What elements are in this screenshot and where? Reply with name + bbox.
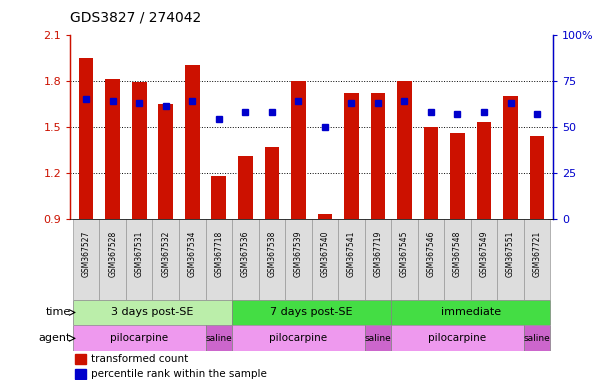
Bar — [524, 325, 551, 351]
Text: saline: saline — [365, 334, 391, 343]
FancyBboxPatch shape — [153, 219, 179, 300]
Text: GSM367548: GSM367548 — [453, 231, 462, 277]
Text: agent: agent — [38, 333, 71, 343]
Bar — [79, 58, 93, 219]
FancyBboxPatch shape — [365, 219, 391, 300]
FancyBboxPatch shape — [418, 219, 444, 300]
Text: GSM367721: GSM367721 — [533, 231, 541, 277]
Text: GSM367546: GSM367546 — [426, 231, 436, 278]
Bar — [106, 79, 120, 219]
Text: GSM367545: GSM367545 — [400, 231, 409, 278]
Text: immediate: immediate — [441, 308, 501, 318]
FancyBboxPatch shape — [179, 219, 205, 300]
Bar — [75, 354, 86, 364]
FancyBboxPatch shape — [205, 219, 232, 300]
Text: GSM367534: GSM367534 — [188, 231, 197, 278]
Text: pilocarpine: pilocarpine — [428, 333, 486, 343]
Text: GSM367718: GSM367718 — [214, 231, 223, 277]
Text: 7 days post-SE: 7 days post-SE — [270, 308, 353, 318]
Text: time: time — [46, 308, 71, 318]
Bar — [391, 300, 551, 325]
Text: GSM367540: GSM367540 — [320, 231, 329, 278]
Bar — [365, 325, 391, 351]
Bar — [73, 300, 232, 325]
FancyBboxPatch shape — [312, 219, 338, 300]
Text: GSM367527: GSM367527 — [82, 231, 90, 277]
Text: GSM367538: GSM367538 — [268, 231, 276, 277]
Bar — [132, 82, 147, 219]
Bar — [391, 325, 524, 351]
Text: GDS3827 / 274042: GDS3827 / 274042 — [70, 11, 202, 25]
Text: saline: saline — [524, 334, 551, 343]
Bar — [211, 176, 226, 219]
Bar — [265, 147, 279, 219]
Text: percentile rank within the sample: percentile rank within the sample — [90, 369, 266, 379]
Bar — [318, 214, 332, 219]
Bar — [477, 122, 491, 219]
Bar — [185, 65, 200, 219]
FancyBboxPatch shape — [497, 219, 524, 300]
Text: GSM367528: GSM367528 — [108, 231, 117, 277]
Bar — [232, 325, 365, 351]
Bar — [530, 136, 544, 219]
Bar — [75, 369, 86, 379]
FancyBboxPatch shape — [232, 219, 258, 300]
FancyBboxPatch shape — [470, 219, 497, 300]
FancyBboxPatch shape — [285, 219, 312, 300]
Bar — [205, 325, 232, 351]
Text: GSM367541: GSM367541 — [347, 231, 356, 277]
Text: GSM367532: GSM367532 — [161, 231, 170, 277]
FancyBboxPatch shape — [258, 219, 285, 300]
FancyBboxPatch shape — [338, 219, 365, 300]
Bar — [450, 133, 465, 219]
Bar — [158, 104, 173, 219]
Bar — [291, 81, 306, 219]
Text: GSM367531: GSM367531 — [134, 231, 144, 277]
Bar — [232, 300, 391, 325]
Text: GSM367539: GSM367539 — [294, 231, 303, 278]
FancyBboxPatch shape — [391, 219, 418, 300]
Bar — [73, 325, 205, 351]
Bar — [503, 96, 518, 219]
Text: GSM367719: GSM367719 — [373, 231, 382, 277]
Text: GSM367536: GSM367536 — [241, 231, 250, 278]
FancyBboxPatch shape — [100, 219, 126, 300]
FancyBboxPatch shape — [444, 219, 470, 300]
Bar — [238, 156, 252, 219]
Bar — [397, 81, 412, 219]
Bar — [371, 93, 385, 219]
FancyBboxPatch shape — [73, 219, 100, 300]
Text: pilocarpine: pilocarpine — [269, 333, 327, 343]
FancyBboxPatch shape — [126, 219, 153, 300]
Text: GSM367551: GSM367551 — [506, 231, 515, 277]
Text: 3 days post-SE: 3 days post-SE — [111, 308, 194, 318]
Text: saline: saline — [205, 334, 232, 343]
FancyBboxPatch shape — [524, 219, 551, 300]
Text: GSM367549: GSM367549 — [480, 231, 489, 278]
Bar — [344, 93, 359, 219]
Text: transformed count: transformed count — [90, 354, 188, 364]
Text: pilocarpine: pilocarpine — [110, 333, 168, 343]
Bar — [423, 127, 438, 219]
